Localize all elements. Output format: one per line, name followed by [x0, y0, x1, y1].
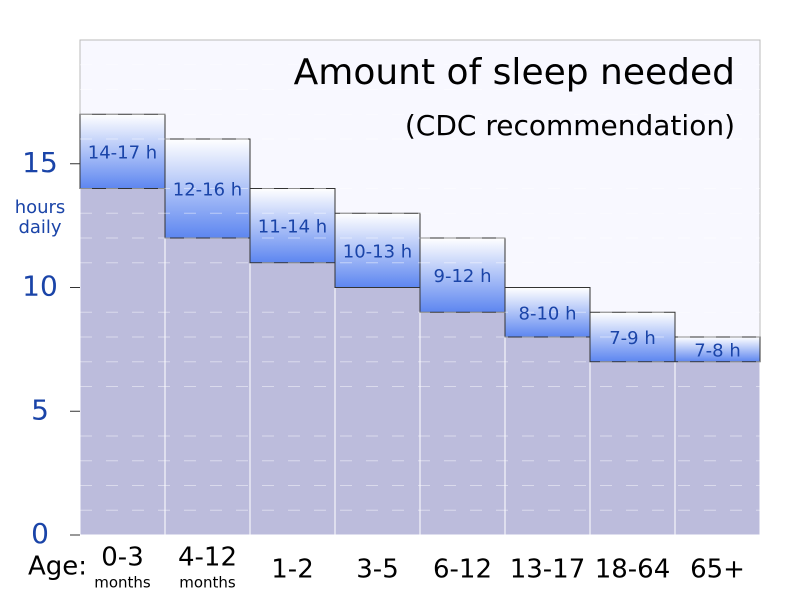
x-tick-label: 1-2: [271, 555, 313, 585]
range-bar: [164, 138, 251, 239]
base-bar: [504, 336, 591, 536]
x-tick-note: months: [179, 574, 236, 592]
y-tick-label: 15: [22, 146, 58, 179]
y-tick-label: 0: [31, 517, 49, 550]
base-bar: [589, 361, 676, 536]
value-label: 10-13 h: [343, 241, 412, 262]
value-label: 14-17 h: [88, 142, 157, 163]
x-tick-label: 65+: [690, 555, 745, 585]
range-bar: [674, 336, 761, 363]
range-bar: [504, 287, 591, 338]
x-tick-label: 6-12: [433, 555, 492, 585]
chart-subtitle: (CDC recommendation): [405, 109, 735, 142]
range-bar: [79, 113, 166, 189]
y-tick-label: 5: [31, 393, 49, 426]
x-tick-note: months: [94, 574, 151, 592]
x-tick-label: 4-12: [178, 543, 237, 573]
x-tick-label: 13-17: [510, 555, 586, 585]
x-tick-label: 18-64: [595, 555, 671, 585]
range-bar: [589, 311, 676, 363]
base-bar: [249, 262, 336, 536]
value-label: 11-14 h: [258, 217, 327, 238]
base-bar: [79, 188, 166, 536]
base-bar: [674, 361, 761, 536]
y-axis-label: hours daily: [14, 197, 66, 238]
x-tick-label: 3-5: [356, 555, 398, 585]
value-label: 12-16 h: [173, 180, 242, 201]
base-bar: [419, 311, 506, 536]
x-tick-label: 0-3: [101, 543, 143, 573]
x-axis-label: Age:: [28, 552, 87, 582]
base-bar: [334, 287, 421, 536]
range-bar: [334, 212, 421, 288]
value-label: 7-9 h: [609, 328, 656, 349]
chart-title: Amount of sleep needed: [294, 52, 735, 93]
y-tick-label: 10: [22, 270, 58, 303]
range-bar: [419, 237, 506, 313]
value-label: 7-8 h: [694, 340, 741, 361]
value-label: 9-12 h: [434, 266, 492, 287]
range-bar: [249, 188, 336, 264]
value-label: 8-10 h: [519, 303, 577, 324]
